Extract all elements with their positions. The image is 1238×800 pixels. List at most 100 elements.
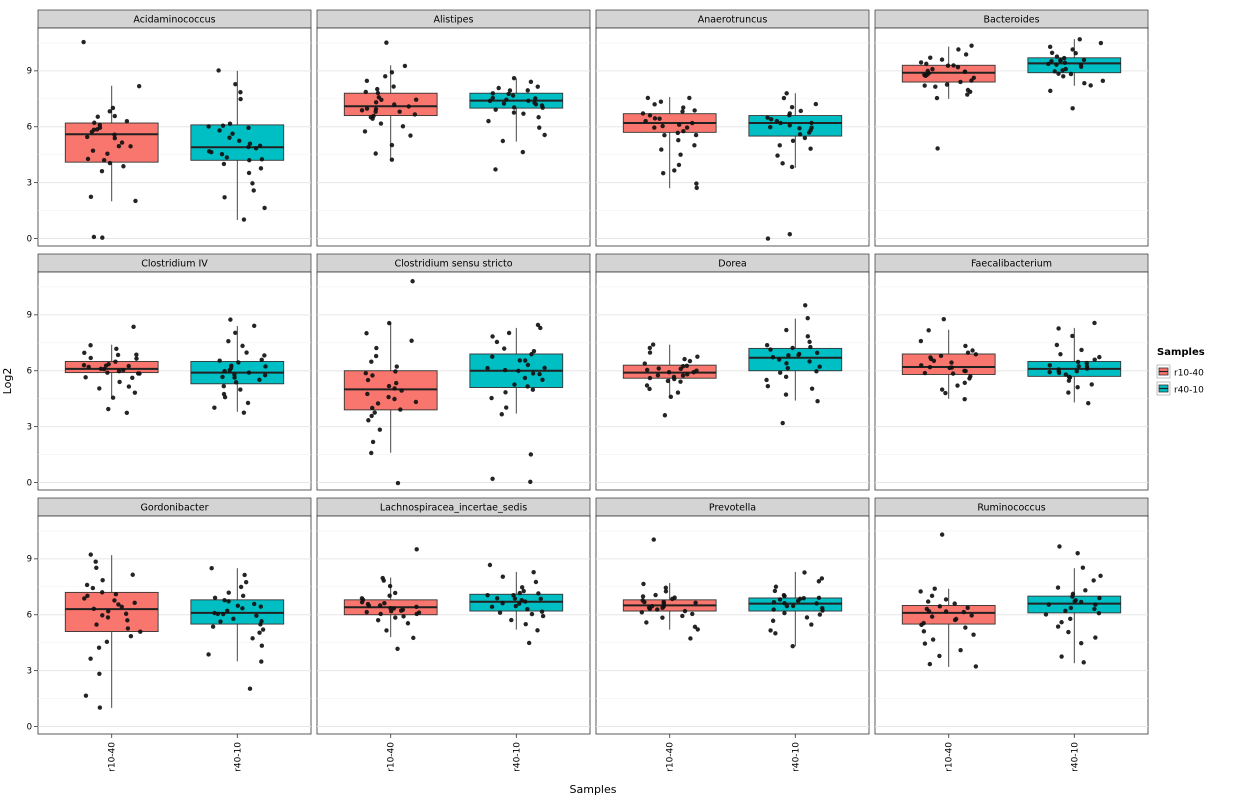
data-point <box>817 364 822 369</box>
data-point <box>640 594 646 599</box>
data-point <box>1060 68 1065 73</box>
data-point <box>97 386 102 391</box>
data-point <box>262 205 267 211</box>
data-point <box>1098 573 1103 579</box>
facet-title: Acidaminococcus <box>133 15 215 26</box>
data-point <box>95 114 100 119</box>
panel-background <box>316 515 591 735</box>
data-point <box>503 390 508 395</box>
data-point <box>378 121 384 126</box>
data-point <box>650 342 656 347</box>
data-point <box>377 603 383 608</box>
legend-item-r10-40[interactable]: r10-40 <box>1156 364 1204 379</box>
data-point <box>918 589 923 594</box>
data-point <box>1081 57 1087 63</box>
data-point <box>778 120 783 126</box>
data-point <box>530 371 536 376</box>
data-point <box>88 343 93 348</box>
data-point <box>241 217 247 222</box>
x-tick-label: r40-10 <box>1070 742 1080 772</box>
data-point <box>672 168 677 173</box>
data-point <box>803 303 808 308</box>
y-tick-label: 6 <box>27 123 32 133</box>
data-point <box>776 357 782 362</box>
data-point <box>526 98 531 103</box>
legend-title: Samples <box>1157 347 1205 358</box>
data-point <box>387 583 393 589</box>
data-point <box>375 86 380 92</box>
data-point <box>540 613 546 619</box>
data-point <box>94 565 99 570</box>
data-point <box>1057 544 1062 549</box>
data-point <box>930 66 935 72</box>
data-point <box>383 74 388 79</box>
data-point <box>784 327 789 333</box>
data-point <box>364 106 370 111</box>
data-point <box>510 93 516 98</box>
data-point <box>247 158 252 163</box>
data-point <box>246 370 252 375</box>
data-point <box>1078 599 1084 605</box>
facet-title: Anaerotruncus <box>698 15 768 26</box>
data-point <box>675 130 680 136</box>
data-point <box>91 234 97 240</box>
data-point <box>1061 74 1066 79</box>
data-point <box>116 144 122 149</box>
data-point <box>962 69 968 74</box>
data-point <box>786 353 791 358</box>
facet-ruminococcus: Ruminococcus r10-40 r40-10 <box>874 497 1149 772</box>
data-point <box>777 143 782 148</box>
data-point <box>935 146 940 151</box>
data-point <box>250 181 255 186</box>
data-point <box>796 352 801 358</box>
data-point <box>370 405 375 411</box>
data-point <box>536 115 541 120</box>
data-point <box>670 596 675 602</box>
data-point <box>692 108 697 113</box>
data-point <box>927 365 933 370</box>
data-point <box>770 618 776 623</box>
data-point <box>1079 640 1084 646</box>
data-point <box>363 89 368 95</box>
data-point <box>815 399 820 404</box>
data-point <box>115 352 121 358</box>
data-point <box>382 601 387 606</box>
data-point <box>246 125 251 130</box>
data-point <box>504 97 509 102</box>
data-point <box>85 156 91 162</box>
data-point <box>257 143 263 148</box>
data-point <box>771 599 777 605</box>
data-point <box>238 96 243 102</box>
data-point <box>262 353 267 358</box>
legend-label: r40-10 <box>1174 386 1204 396</box>
data-point <box>962 396 967 402</box>
data-point <box>494 339 500 345</box>
data-point <box>1055 624 1061 629</box>
data-point <box>393 615 398 620</box>
x-tick-label: r10-40 <box>945 742 955 772</box>
data-point <box>103 363 109 368</box>
iqr-box <box>748 115 843 137</box>
facet-anaerotruncus: Anaerotruncus <box>595 9 870 247</box>
data-point <box>926 328 931 333</box>
data-point <box>83 375 88 380</box>
boxplot-r10-40 <box>622 96 717 189</box>
jitter-points <box>764 303 822 426</box>
data-point <box>947 365 952 371</box>
data-point <box>232 375 237 380</box>
data-point <box>971 632 976 637</box>
data-point <box>684 363 690 369</box>
data-point <box>807 339 812 345</box>
legend-item-r40-10[interactable]: r40-10 <box>1156 381 1204 396</box>
data-point <box>362 129 368 134</box>
data-point <box>795 598 801 604</box>
data-point <box>230 131 235 136</box>
data-point <box>542 132 547 138</box>
data-point <box>254 613 259 618</box>
data-point <box>412 112 418 117</box>
data-point <box>217 358 222 363</box>
data-point <box>1054 342 1060 348</box>
data-point <box>668 394 674 400</box>
data-point <box>816 595 822 601</box>
data-point <box>104 639 110 645</box>
